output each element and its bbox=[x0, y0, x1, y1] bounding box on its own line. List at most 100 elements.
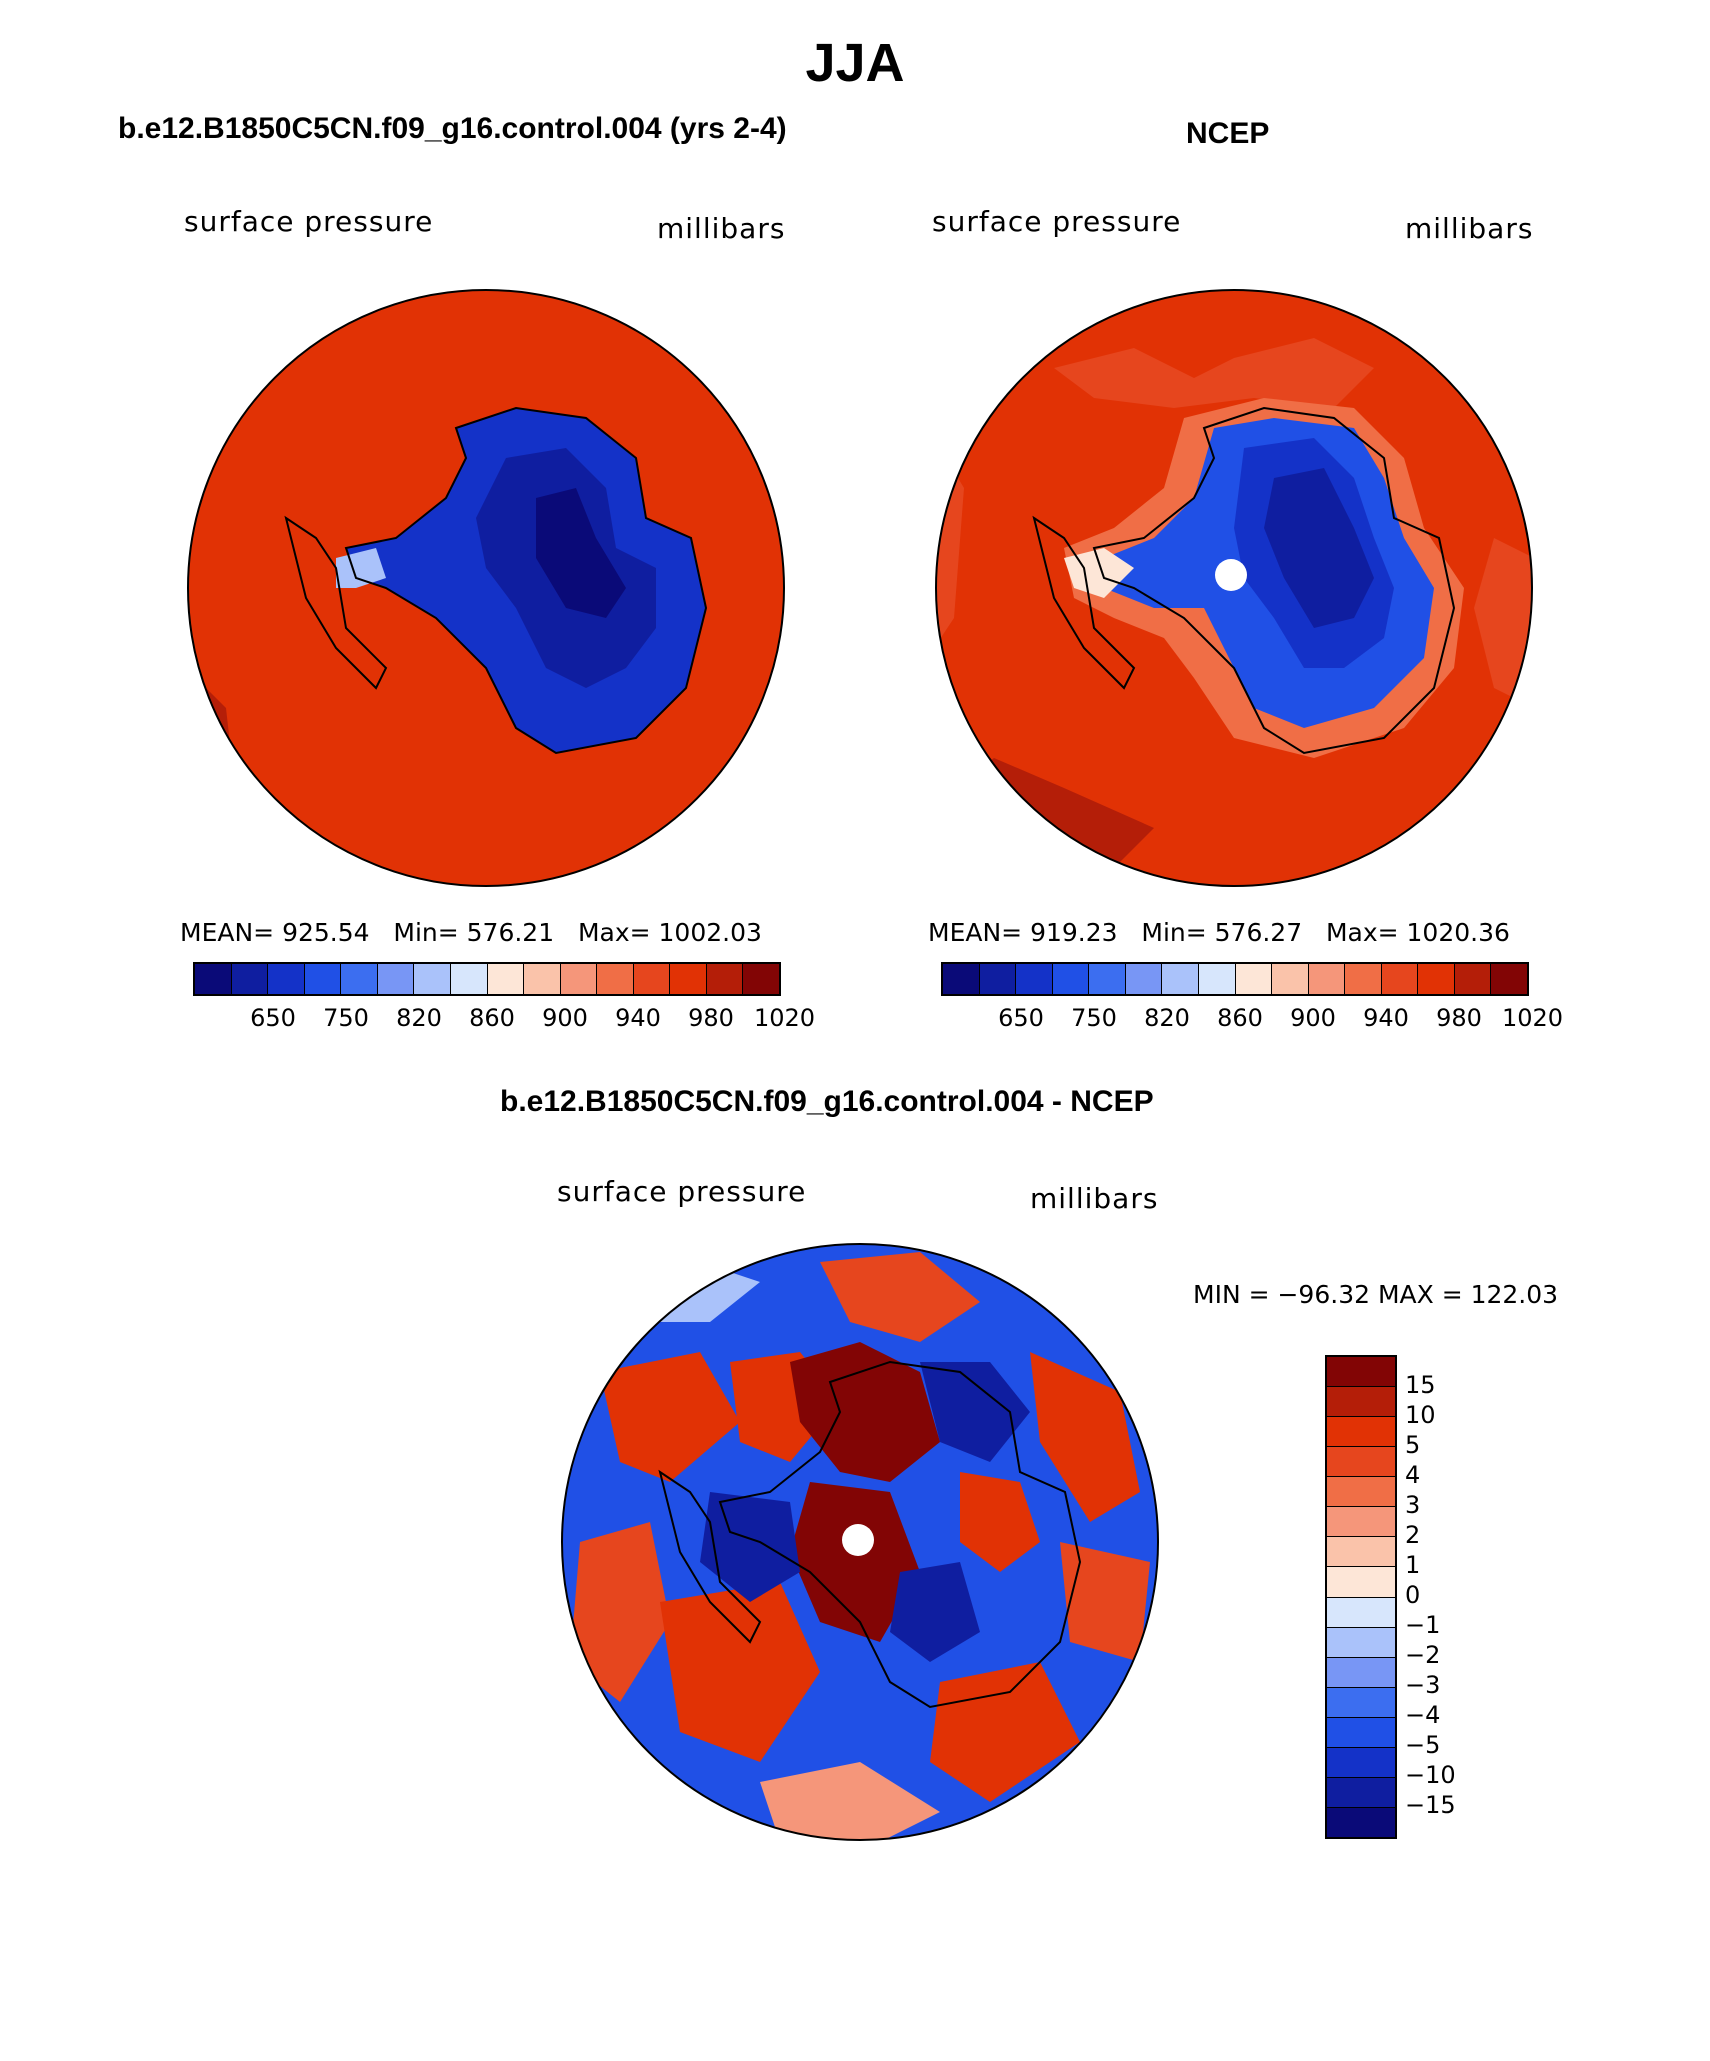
colorbar-tick-label: −5 bbox=[1405, 1731, 1441, 1759]
colorbar-tick-label: −2 bbox=[1405, 1641, 1441, 1669]
panel2-units: millibars bbox=[1405, 212, 1534, 245]
colorbar-swatch bbox=[1327, 1717, 1395, 1748]
colorbar-swatch bbox=[1327, 1597, 1395, 1628]
colorbar-tick-label: 860 bbox=[469, 1004, 515, 1032]
colorbar-tick-label: 650 bbox=[998, 1004, 1044, 1032]
colorbar-swatch bbox=[597, 964, 634, 994]
colorbar-swatch bbox=[670, 964, 707, 994]
colorbar-swatch bbox=[1345, 964, 1382, 994]
colorbar-tick-label: 3 bbox=[1405, 1491, 1421, 1519]
colorbar-swatch bbox=[1454, 964, 1492, 994]
colorbar-swatch bbox=[414, 964, 451, 994]
colorbar-swatch bbox=[1308, 964, 1346, 994]
colorbar-tick-label: 10 bbox=[1405, 1401, 1436, 1429]
colorbar-tick-label: −4 bbox=[1405, 1701, 1441, 1729]
colorbar-swatch bbox=[1491, 964, 1527, 994]
colorbar-swatch bbox=[1272, 964, 1309, 994]
colorbar-swatch bbox=[341, 964, 378, 994]
colorbar-swatch bbox=[1327, 1477, 1395, 1508]
colorbar-tick-label: 900 bbox=[1290, 1004, 1336, 1032]
colorbar-swatch bbox=[195, 964, 232, 994]
panel1-map bbox=[187, 289, 785, 887]
colorbar-tick-label: 650 bbox=[250, 1004, 296, 1032]
panel1-variable: surface pressure bbox=[184, 205, 434, 238]
colorbar-swatch bbox=[1327, 1627, 1395, 1658]
panel3-colorbar-labels: 15 10 5 4 3 2 1 0 −1 −2 −3 −4 −5 −10 −15 bbox=[1405, 1355, 1495, 1835]
colorbar-tick-label: 820 bbox=[1144, 1004, 1190, 1032]
colorbar-swatch bbox=[1327, 1747, 1395, 1778]
colorbar-swatch bbox=[1198, 964, 1236, 994]
colorbar-tick-label: −15 bbox=[1405, 1791, 1456, 1819]
colorbar-tick-label: 750 bbox=[1071, 1004, 1117, 1032]
panel2-map bbox=[935, 289, 1533, 887]
colorbar-swatch bbox=[743, 964, 779, 994]
panel3-colorbar bbox=[1325, 1355, 1397, 1839]
colorbar-tick-label: 940 bbox=[1363, 1004, 1409, 1032]
panel3-title: b.e12.B1850C5CN.f09_g16.control.004 - NC… bbox=[500, 1085, 1154, 1118]
panel2-colorbar-labels: 650 750 820 860 900 940 980 1020 bbox=[948, 1004, 1563, 1034]
colorbar-swatch bbox=[1327, 1777, 1395, 1808]
panel2-colorbar bbox=[941, 962, 1529, 996]
colorbar-swatch bbox=[1327, 1567, 1395, 1598]
colorbar-tick-label: 1 bbox=[1405, 1551, 1421, 1579]
panel2-stats: MEAN= 919.23 Min= 576.27 Max= 1020.36 bbox=[928, 918, 1510, 947]
colorbar-swatch bbox=[1327, 1537, 1395, 1568]
panel1-colorbar-labels: 650 750 820 860 900 940 980 1020 bbox=[200, 1004, 815, 1034]
figure-title: JJA bbox=[805, 33, 905, 93]
colorbar-swatch bbox=[1327, 1687, 1395, 1718]
colorbar-swatch bbox=[377, 964, 415, 994]
colorbar-tick-label: 5 bbox=[1405, 1431, 1421, 1459]
colorbar-tick-label: 15 bbox=[1405, 1371, 1436, 1399]
colorbar-tick-label: 900 bbox=[542, 1004, 588, 1032]
colorbar-swatch bbox=[1327, 1417, 1395, 1448]
colorbar-tick-label: 4 bbox=[1405, 1461, 1421, 1489]
panel3-variable: surface pressure bbox=[557, 1175, 807, 1208]
colorbar-swatch bbox=[1016, 964, 1053, 994]
panel1-units: millibars bbox=[657, 212, 786, 245]
colorbar-tick-label: 980 bbox=[1436, 1004, 1482, 1032]
colorbar-swatch bbox=[1381, 964, 1419, 994]
panel2-title: NCEP bbox=[1186, 117, 1270, 150]
colorbar-swatch bbox=[487, 964, 525, 994]
colorbar-tick-label: 820 bbox=[396, 1004, 442, 1032]
colorbar-swatch bbox=[979, 964, 1017, 994]
colorbar-tick-label: 1020 bbox=[754, 1004, 816, 1032]
colorbar-swatch bbox=[304, 964, 342, 994]
colorbar-swatch bbox=[268, 964, 305, 994]
colorbar-swatch bbox=[524, 964, 561, 994]
colorbar-swatch bbox=[1327, 1657, 1395, 1688]
panel3-map bbox=[561, 1243, 1159, 1841]
colorbar-tick-label: −1 bbox=[1405, 1611, 1441, 1639]
panel1-title: b.e12.B1850C5CN.f09_g16.control.004 (yrs… bbox=[118, 112, 787, 145]
colorbar-swatch bbox=[1327, 1807, 1395, 1837]
colorbar-swatch bbox=[1327, 1447, 1395, 1478]
panel3-stats: MIN = −96.32 MAX = 122.03 bbox=[1193, 1280, 1559, 1309]
colorbar-tick-label: 860 bbox=[1217, 1004, 1263, 1032]
colorbar-swatch bbox=[1327, 1357, 1395, 1388]
colorbar-swatch bbox=[943, 964, 980, 994]
colorbar-tick-label: 0 bbox=[1405, 1581, 1421, 1609]
colorbar-swatch bbox=[1125, 964, 1163, 994]
colorbar-swatch bbox=[633, 964, 671, 994]
colorbar-tick-label: 1020 bbox=[1502, 1004, 1564, 1032]
colorbar-swatch bbox=[706, 964, 744, 994]
colorbar-tick-label: 750 bbox=[323, 1004, 369, 1032]
colorbar-swatch bbox=[450, 964, 488, 994]
colorbar-tick-label: 940 bbox=[615, 1004, 661, 1032]
panel2-variable: surface pressure bbox=[932, 205, 1182, 238]
colorbar-tick-label: 980 bbox=[688, 1004, 734, 1032]
colorbar-swatch bbox=[1235, 964, 1273, 994]
colorbar-tick-label: −3 bbox=[1405, 1671, 1441, 1699]
panel3-units: millibars bbox=[1030, 1182, 1159, 1215]
panel1-colorbar bbox=[193, 962, 781, 996]
panel1-stats: MEAN= 925.54 Min= 576.21 Max= 1002.03 bbox=[180, 918, 762, 947]
colorbar-tick-label: 2 bbox=[1405, 1521, 1421, 1549]
colorbar-swatch bbox=[1418, 964, 1455, 994]
colorbar-swatch bbox=[1327, 1507, 1395, 1538]
colorbar-swatch bbox=[1089, 964, 1126, 994]
colorbar-tick-label: −10 bbox=[1405, 1761, 1456, 1789]
colorbar-swatch bbox=[231, 964, 269, 994]
colorbar-swatch bbox=[1327, 1387, 1395, 1418]
colorbar-swatch bbox=[560, 964, 598, 994]
colorbar-swatch bbox=[1162, 964, 1199, 994]
